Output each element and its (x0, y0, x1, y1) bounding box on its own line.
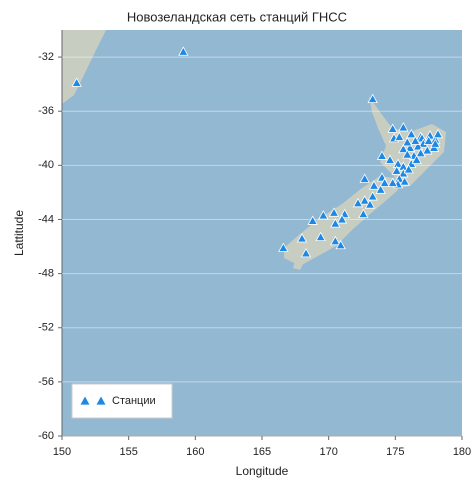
y-tick-label: -52 (38, 322, 54, 334)
page: {"chart_data": {"type": "scatter", "titl… (0, 0, 475, 482)
plot-background (62, 30, 462, 436)
x-axis-label: Longitude (236, 464, 289, 478)
chart-title: Новозеландская сеть станций ГНСС (127, 9, 347, 24)
y-tick-label: -44 (38, 213, 54, 225)
legend-label: Станции (112, 395, 156, 407)
x-tick-label: 150 (53, 446, 71, 458)
x-tick-label: 165 (253, 446, 271, 458)
y-tick-label: -40 (38, 159, 54, 171)
y-tick-label: -56 (38, 376, 54, 388)
chart: Новозеландская сеть станций ГНСС Longitu… (0, 0, 475, 482)
x-tick-label: 160 (186, 446, 204, 458)
y-tick-label: -32 (38, 51, 54, 63)
x-tick-label: 170 (319, 446, 337, 458)
y-tick-label: -48 (38, 268, 54, 280)
x-tick-label: 180 (453, 446, 471, 458)
y-tick-label: -60 (38, 430, 54, 442)
x-tick-label: 175 (386, 446, 404, 458)
y-tick-label: -36 (38, 105, 54, 117)
x-tick-label: 155 (119, 446, 137, 458)
y-axis-label: Lattitude (12, 210, 26, 256)
